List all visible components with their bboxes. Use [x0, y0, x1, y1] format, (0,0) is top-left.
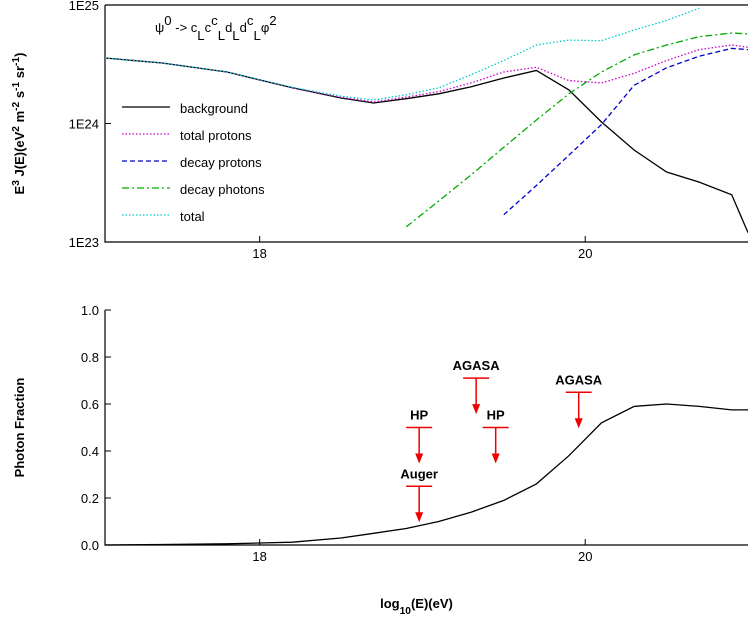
chart-title-part: d	[240, 20, 247, 35]
chart-title-part: φ	[261, 20, 269, 35]
y-tick-label: 0.2	[81, 491, 99, 506]
limit-label: AGASA	[555, 372, 603, 387]
chart-title-part: L	[232, 28, 239, 43]
chart-title-part: 2	[269, 13, 276, 28]
y-axis-label-part: -1	[11, 57, 22, 66]
x-tick-label: 20	[578, 246, 592, 261]
chart-title-part: L	[197, 28, 204, 43]
y-axis-label-part: sr	[12, 66, 27, 82]
limit-arrowhead	[415, 453, 424, 464]
limit-label: Auger	[400, 466, 438, 481]
chart-title-part: 0	[164, 13, 171, 28]
series-line	[104, 57, 748, 233]
y-axis-label-part: Photon Fraction	[12, 378, 27, 478]
chart-title-part: d	[225, 20, 232, 35]
limit-arrowhead	[574, 418, 583, 429]
x-tick-label: 20	[578, 549, 592, 564]
y-tick-label: 1E23	[69, 235, 99, 250]
y-axis-label-part: 2	[11, 126, 22, 132]
y-axis-label-part: s	[12, 91, 27, 102]
limit-arrowhead	[415, 512, 424, 523]
y-axis-label-part: E	[12, 185, 27, 194]
x-axis-label-part: log	[380, 596, 400, 611]
series-line	[503, 47, 748, 216]
legend-label: decay protons	[180, 155, 262, 170]
chart-title-part: -> c	[172, 20, 198, 35]
y-axis-label-part: 3	[11, 180, 22, 186]
chart-title-part: L	[218, 28, 225, 43]
x-axis-label-part: 10	[400, 606, 412, 617]
y-axis-label-part: -1	[11, 82, 22, 91]
y-axis-label-part: -2	[11, 101, 22, 110]
x-axis-label: log10(E)(eV)	[380, 596, 453, 617]
y-tick-label: 0.0	[81, 538, 99, 553]
y-axis-label: Photon Fraction	[12, 378, 27, 478]
chart-title-part: c	[211, 13, 218, 28]
chart-title-part: c	[247, 13, 254, 28]
chart-title: ψ0 -> cLccLdLdcLφ2	[155, 13, 277, 43]
series-line	[405, 32, 748, 228]
y-tick-label: 0.4	[81, 444, 99, 459]
x-tick-label: 18	[252, 246, 266, 261]
limit-arrowhead	[491, 453, 500, 464]
x-tick-label: 18	[252, 549, 266, 564]
chart-title-part: c	[205, 20, 212, 35]
limit-label: AGASA	[453, 358, 501, 373]
chart-title-part: L	[253, 28, 260, 43]
y-axis-label-part: J(E)(eV	[12, 131, 27, 180]
chart-title-part: ψ	[155, 20, 164, 35]
y-tick-label: 0.8	[81, 350, 99, 365]
legend-label: total	[180, 209, 205, 224]
legend-label: background	[180, 101, 248, 116]
y-axis-label-part: m	[12, 111, 27, 126]
y-tick-label: 1E24	[69, 117, 99, 132]
legend-label: total protons	[180, 128, 252, 143]
y-axis-label-part: )	[12, 53, 27, 57]
y-tick-label: 1.0	[81, 303, 99, 318]
series-line	[104, 44, 748, 103]
limit-arrowhead	[472, 404, 481, 415]
x-axis-label-part: (E)(eV)	[411, 596, 453, 611]
y-tick-label: 1E25	[69, 0, 99, 13]
y-axis-label: E3 J(E)(eV2 m-2 s-1 sr-1)	[11, 53, 28, 195]
y-tick-label: 0.6	[81, 397, 99, 412]
legend-label: decay photons	[180, 182, 265, 197]
limit-label: HP	[410, 408, 428, 423]
series-line	[104, 403, 748, 546]
limit-label: HP	[487, 408, 505, 423]
